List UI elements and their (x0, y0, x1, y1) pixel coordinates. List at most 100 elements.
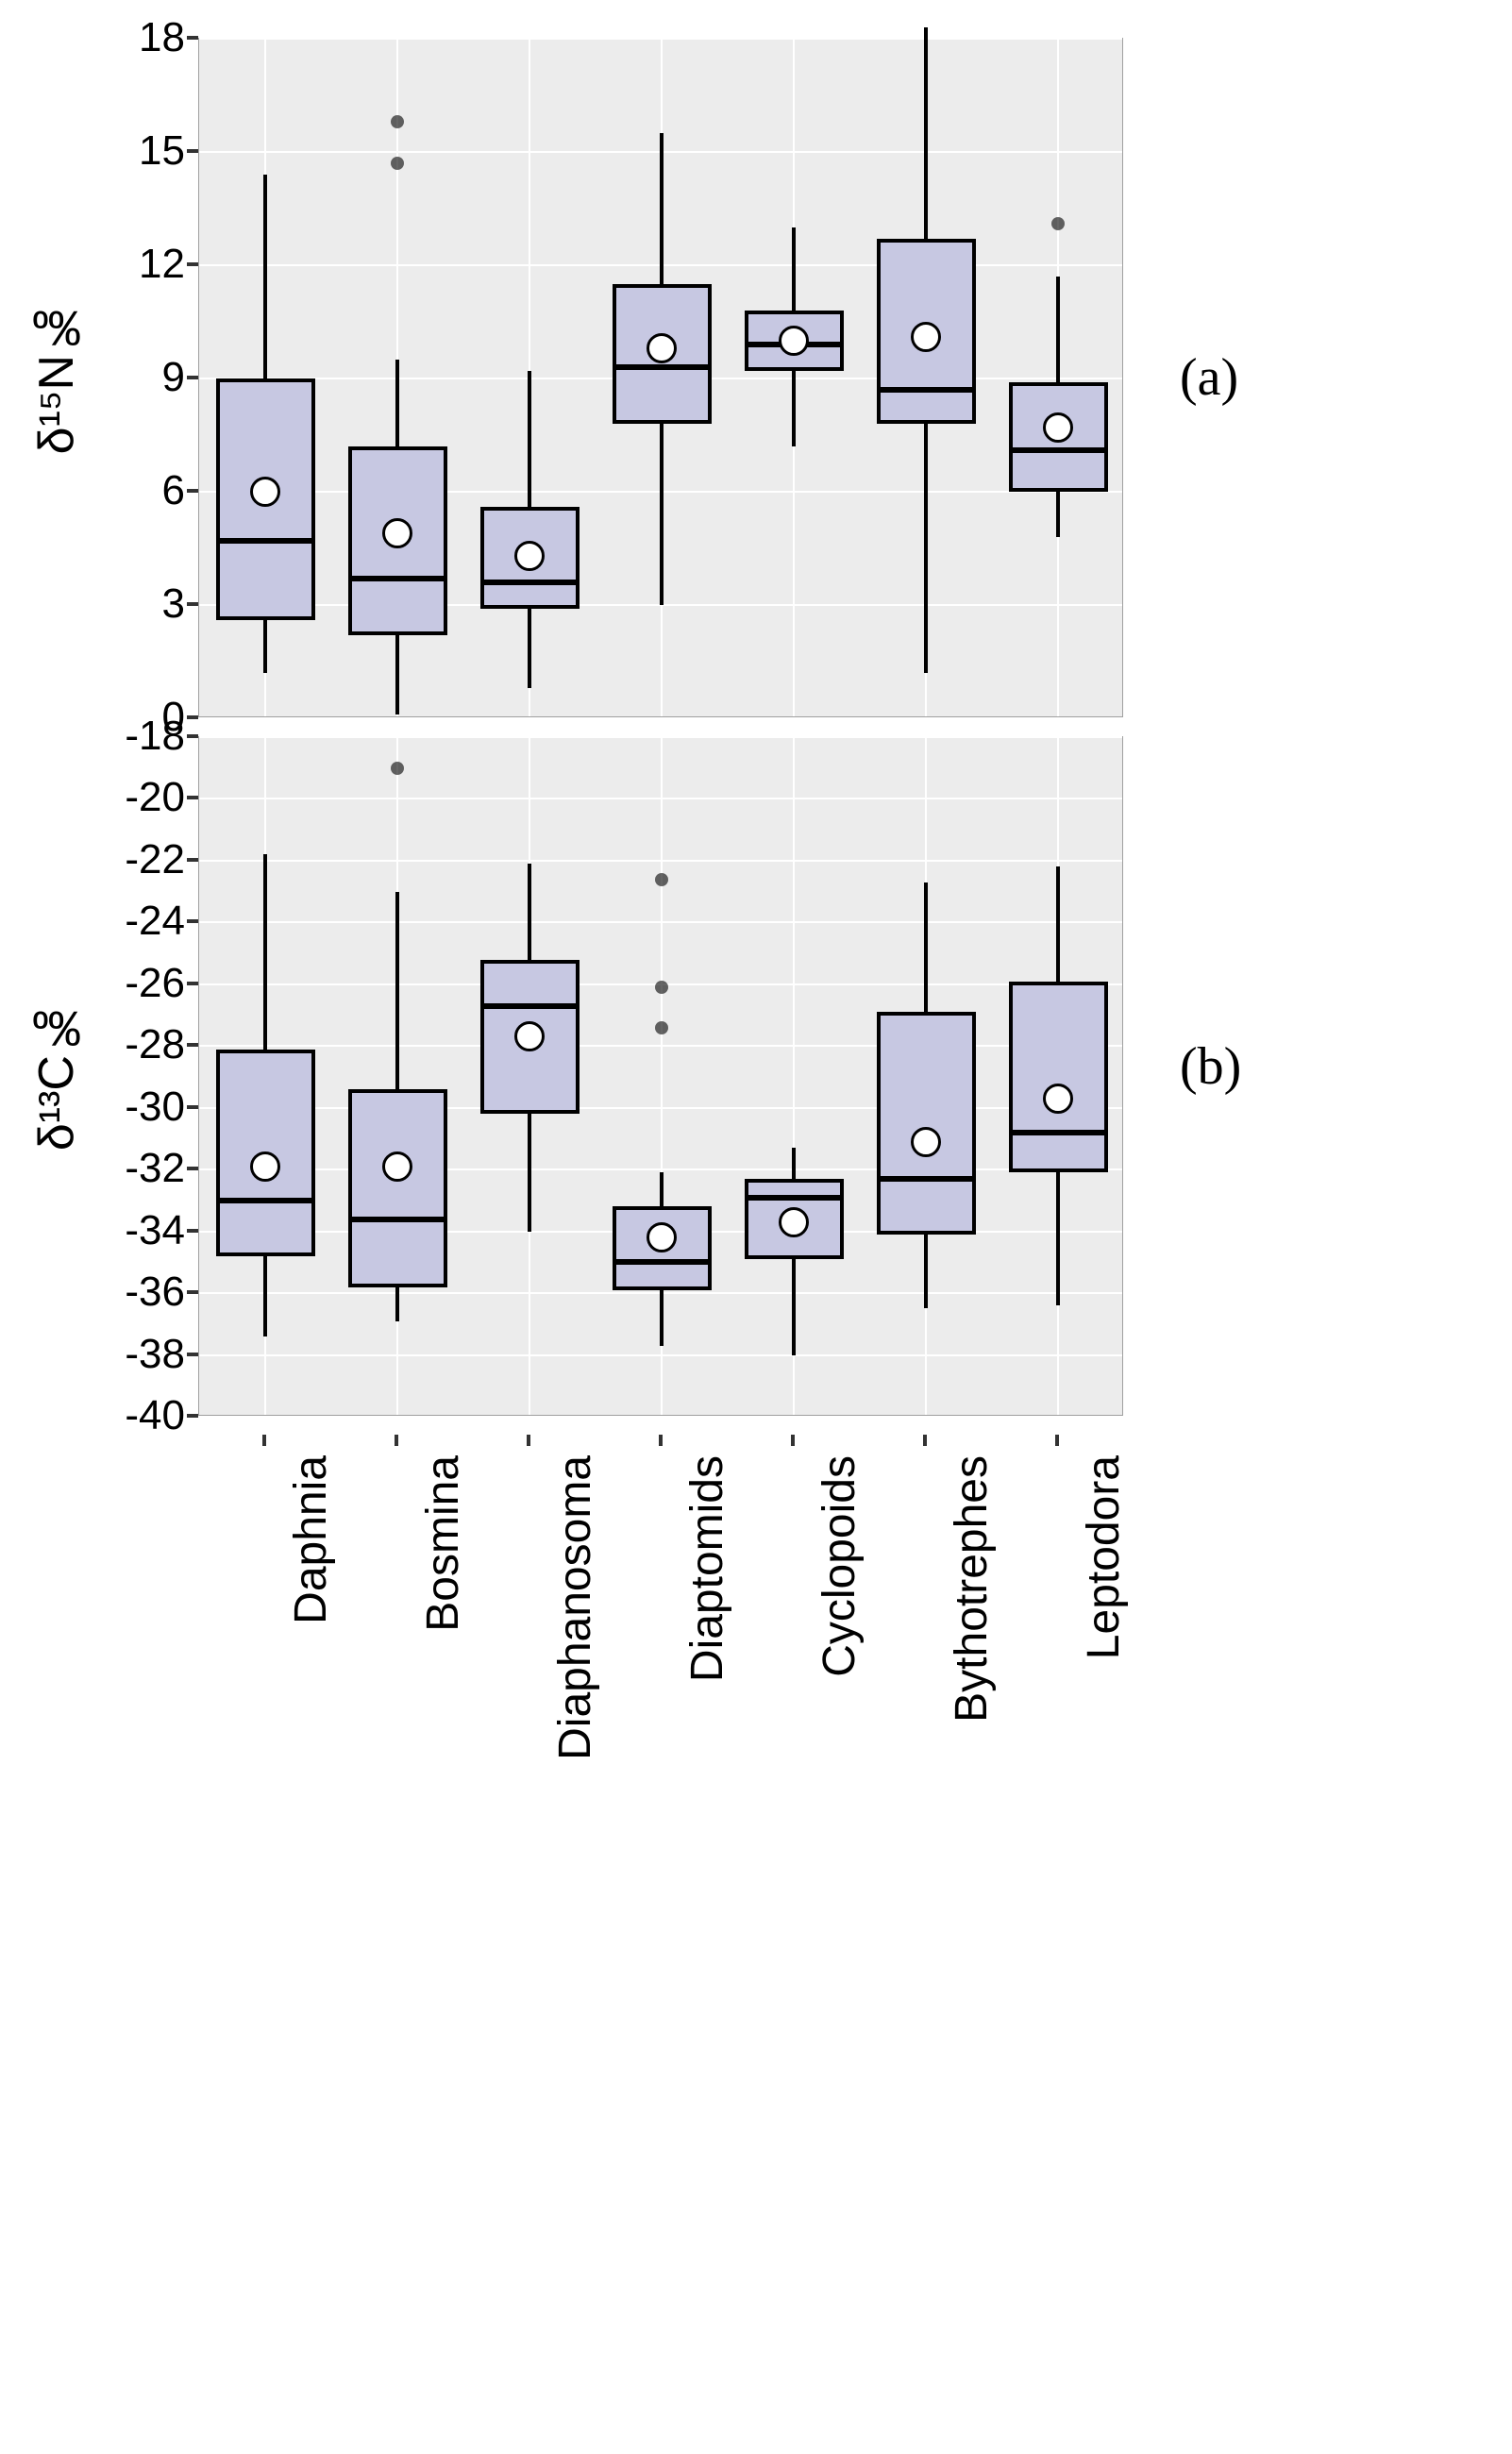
median-line (480, 580, 580, 585)
y-tick-label: 15 (139, 127, 185, 175)
panel-a: δ¹⁵N‰0369121518 (19, 38, 1151, 717)
whisker-lower (660, 424, 664, 605)
y-axis-title-text: δ¹³C‰ (28, 1000, 85, 1151)
y-tick-mark (187, 734, 198, 738)
panels-column: δ¹⁵N‰0369121518 δ¹³C‰-40-38-36-34-32-30-… (19, 38, 1151, 1954)
y-tick-mark (187, 602, 198, 606)
x-axis-label: Diaphanosoma (549, 1455, 601, 1760)
whisker-lower (263, 1256, 267, 1336)
y-tick-mark (187, 1414, 198, 1418)
median-line (216, 538, 315, 544)
gridline-horizontal (199, 1416, 1122, 1418)
y-tick-mark (187, 149, 198, 153)
boxplot-bosmina (348, 737, 447, 1415)
outlier-point (655, 981, 668, 994)
median-line (877, 387, 976, 393)
y-tick-mark (187, 982, 198, 985)
panel-label-b: (b) (1180, 717, 1340, 1416)
y-axis-title-text: δ¹⁵N‰ (28, 300, 85, 454)
median-line (613, 1259, 712, 1265)
boxplot-diaptomids (613, 737, 712, 1415)
y-tick-mark (187, 489, 198, 493)
plot-area (198, 736, 1123, 1416)
x-axis-label: Daphnia (285, 1455, 337, 1624)
panel-b: δ¹³C‰-40-38-36-34-32-30-28-26-24-22-20-1… (19, 736, 1151, 1416)
x-axis-label: Bythotrephes (946, 1455, 998, 1723)
whisker-upper (395, 360, 399, 446)
whisker-lower (924, 1235, 928, 1309)
mean-marker (250, 477, 280, 507)
mean-marker (911, 322, 941, 352)
labels-column: (a) (b) (1151, 38, 1340, 1416)
outlier-point (655, 873, 668, 886)
whisker-lower (792, 1259, 796, 1354)
y-tick-label: 18 (139, 14, 185, 61)
x-tick-mark (527, 1435, 530, 1446)
boxplot-bythotrephes (877, 39, 976, 716)
box (1009, 982, 1108, 1173)
mean-marker (382, 518, 412, 548)
whisker-upper (1056, 866, 1060, 981)
outlier-point (391, 157, 404, 170)
x-axis-label: Leptodora (1078, 1455, 1130, 1659)
outlier-point (1051, 217, 1065, 230)
x-tick-mark (262, 1435, 266, 1446)
x-tick-mark (1055, 1435, 1059, 1446)
whisker-upper (263, 854, 267, 1049)
y-tick-mark (187, 376, 198, 379)
whisker-upper (660, 133, 664, 284)
y-tick-label: -36 (125, 1269, 185, 1316)
whisker-lower (1056, 1172, 1060, 1305)
mean-marker (647, 1222, 677, 1252)
y-axis-title: δ¹³C‰ (19, 736, 94, 1416)
y-tick-label: -32 (125, 1145, 185, 1192)
y-axis-ticks: -40-38-36-34-32-30-28-26-24-22-20-18 (94, 736, 198, 1416)
x-axis-label: Diaptomids (681, 1455, 733, 1682)
whisker-upper (924, 27, 928, 239)
whisker-upper (528, 864, 531, 959)
whisker-upper (1056, 277, 1060, 382)
box (877, 1012, 976, 1235)
outlier-point (391, 115, 404, 128)
y-tick-label: 9 (162, 354, 185, 401)
y-tick-label: -24 (125, 898, 185, 945)
boxplot-diaphanosoma (480, 39, 580, 716)
y-tick-label: -38 (125, 1331, 185, 1378)
y-tick-label: -34 (125, 1207, 185, 1254)
whisker-upper (395, 892, 399, 1089)
boxplot-diaptomids (613, 39, 712, 716)
mean-marker (647, 333, 677, 363)
panel-label-a: (a) (1180, 38, 1340, 717)
y-tick-label: -30 (125, 1084, 185, 1131)
boxplot-bythotrephes (877, 737, 976, 1415)
mean-marker (779, 1207, 809, 1237)
median-line (480, 1003, 580, 1009)
y-tick-mark (187, 1290, 198, 1294)
y-tick-mark (187, 1229, 198, 1233)
x-axis-area: DaphniaBosminaDiaphanosomaDiaptomidsCycl… (19, 1435, 1151, 1954)
boxplot-cyclopoids (745, 39, 844, 716)
gridline-horizontal (199, 717, 1122, 719)
whisker-upper (792, 1148, 796, 1179)
boxplot-daphnia (216, 737, 315, 1415)
whisker-lower (792, 371, 796, 446)
whisker-upper (263, 175, 267, 378)
whisker-lower (528, 1114, 531, 1231)
x-axis-ticks: DaphniaBosminaDiaphanosomaDiaptomidsCycl… (198, 1435, 1123, 1954)
boxplot-leptodora (1009, 39, 1108, 716)
whisker-upper (660, 1172, 664, 1206)
y-tick-label: -40 (125, 1392, 185, 1439)
plot-area (198, 38, 1123, 717)
y-tick-label: 12 (139, 241, 185, 288)
y-tick-label: 6 (162, 467, 185, 514)
mean-marker (911, 1127, 941, 1157)
y-tick-mark (187, 1105, 198, 1109)
boxplot-leptodora (1009, 737, 1108, 1415)
median-line (348, 1217, 447, 1222)
y-tick-mark (187, 36, 198, 40)
median-line (877, 1176, 976, 1182)
median-line (1009, 447, 1108, 453)
mean-marker (382, 1151, 412, 1182)
y-tick-label: -28 (125, 1021, 185, 1068)
y-tick-mark (187, 858, 198, 862)
